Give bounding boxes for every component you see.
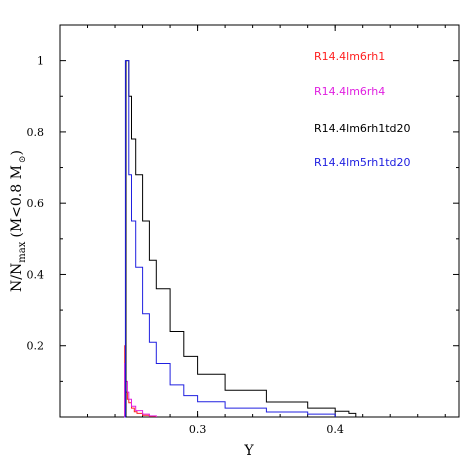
x-tick-label: 0.3	[189, 423, 207, 436]
y-axis-label-condition: (M<0.8 M	[9, 165, 25, 238]
axis-ticks: 0.3 0.4 0.2 0.4 0.6 0.8 1	[27, 24, 459, 436]
series-line-3	[125, 60, 357, 418]
series-line-1	[124, 345, 157, 418]
y-tick-label: 0.4	[27, 268, 45, 281]
legend: R14.4lm6rh1 R14.4lm6rh4 R14.4lm6rh1td20 R14…	[314, 50, 411, 169]
y-tick-label: 0.8	[27, 126, 45, 139]
y-axis-label: N/Nmax (M<0.8 M⊙)	[9, 150, 28, 292]
y-tick-label: 0.2	[27, 340, 45, 353]
legend-entry-2: R14.4lm6rh4	[314, 85, 385, 98]
y-tick-label: 1	[37, 55, 44, 68]
y-axis-label-prefix: N/N	[9, 263, 25, 292]
series-group	[124, 60, 357, 418]
legend-entry-3: R14.4lm6rh1td20	[314, 122, 411, 135]
y-tick-label: 0.6	[27, 197, 45, 210]
series-line-2	[124, 363, 157, 418]
y-axis-label-sun-symbol: ⊙	[18, 156, 28, 164]
x-axis-label: Y	[243, 443, 254, 459]
x-tick-label: 0.4	[326, 423, 344, 436]
y-axis-label-close: )	[9, 150, 25, 155]
y-axis-label-subscript: max	[17, 241, 28, 262]
legend-entry-1: R14.4lm6rh1	[314, 50, 385, 63]
series-line-4	[124, 60, 336, 418]
legend-entry-4: R14.4lm5rh1td20	[314, 156, 411, 169]
plot-frame	[59, 24, 460, 418]
